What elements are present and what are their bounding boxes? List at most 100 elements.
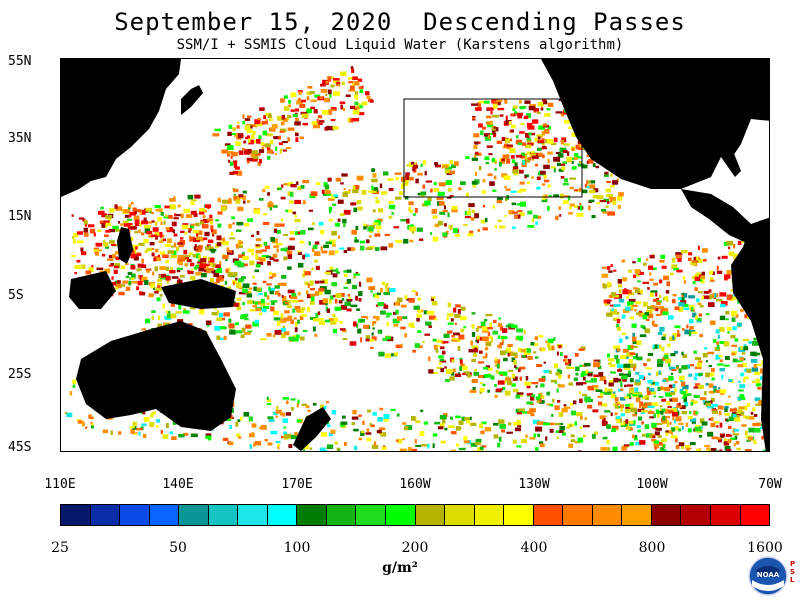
cloud-water-cell bbox=[563, 143, 570, 146]
cloud-water-cell bbox=[176, 270, 181, 273]
cloud-water-cell bbox=[182, 310, 190, 314]
cloud-water-cell bbox=[613, 403, 617, 406]
cloud-water-cell bbox=[629, 352, 636, 355]
cloud-water-cell bbox=[372, 173, 377, 178]
cloud-water-cell bbox=[372, 412, 377, 416]
cloud-water-cell bbox=[216, 310, 219, 315]
cloud-water-cell bbox=[168, 311, 171, 314]
cloud-water-cell bbox=[511, 159, 516, 164]
cloud-water-cell bbox=[655, 427, 662, 431]
cloud-water-cell bbox=[114, 287, 119, 290]
cloud-water-cell bbox=[526, 385, 531, 389]
cloud-water-cell bbox=[724, 407, 728, 412]
cloud-water-cell bbox=[507, 144, 513, 147]
cloud-water-cell bbox=[720, 435, 725, 438]
cloud-water-cell bbox=[604, 171, 609, 175]
cloud-water-cell bbox=[200, 258, 207, 263]
cloud-water-cell bbox=[435, 164, 441, 168]
cloud-water-cell bbox=[525, 133, 530, 138]
cloud-water-cell bbox=[244, 125, 251, 131]
cloud-water-cell bbox=[314, 241, 320, 245]
cloud-water-cell bbox=[252, 321, 259, 327]
cloud-water-cell bbox=[514, 365, 517, 369]
cloud-water-cell bbox=[134, 219, 140, 224]
cloud-water-cell bbox=[621, 446, 627, 451]
cloud-water-cell bbox=[287, 289, 295, 294]
colorbar-segment bbox=[740, 505, 770, 525]
cloud-water-cell bbox=[368, 286, 376, 290]
cloud-water-cell bbox=[222, 237, 225, 242]
cloud-water-cell bbox=[271, 273, 277, 278]
cloud-water-cell bbox=[517, 210, 523, 213]
cloud-water-cell bbox=[619, 289, 622, 294]
cloud-water-cell bbox=[194, 244, 197, 247]
cloud-water-cell bbox=[88, 224, 95, 228]
cloud-water-cell bbox=[753, 414, 758, 417]
cloud-water-cell bbox=[696, 298, 700, 303]
cloud-water-cell bbox=[117, 280, 121, 285]
cloud-water-cell bbox=[750, 351, 757, 356]
cloud-water-cell bbox=[549, 370, 552, 374]
cloud-water-cell bbox=[726, 326, 732, 331]
cloud-water-cell bbox=[769, 310, 770, 314]
cloud-water-cell bbox=[282, 296, 287, 301]
cloud-water-cell bbox=[542, 195, 546, 200]
cloud-water-cell bbox=[540, 170, 546, 175]
cloud-water-cell bbox=[608, 196, 615, 200]
cloud-water-cell bbox=[72, 384, 76, 388]
cloud-water-cell bbox=[207, 436, 212, 441]
cloud-water-cell bbox=[332, 313, 335, 317]
cloud-water-cell bbox=[338, 83, 341, 87]
cloud-water-cell bbox=[374, 233, 381, 237]
cloud-water-cell bbox=[444, 378, 450, 382]
cloud-water-cell bbox=[674, 387, 677, 393]
cloud-water-cell bbox=[107, 218, 112, 221]
cloud-water-cell bbox=[692, 281, 696, 285]
cloud-water-cell bbox=[420, 163, 423, 168]
cloud-water-cell bbox=[516, 445, 522, 448]
cloud-water-cell bbox=[269, 276, 274, 279]
cloud-water-cell bbox=[674, 381, 678, 384]
cloud-water-cell bbox=[608, 380, 615, 383]
cloud-water-cell bbox=[586, 180, 589, 184]
cloud-water-cell bbox=[157, 279, 163, 282]
cloud-water-cell bbox=[593, 376, 596, 380]
cloud-water-cell bbox=[660, 410, 664, 415]
cloud-water-cell bbox=[395, 176, 399, 181]
cloud-water-cell bbox=[753, 337, 760, 341]
cloud-water-cell bbox=[600, 391, 606, 395]
cloud-water-cell bbox=[730, 334, 736, 339]
cloud-water-cell bbox=[480, 321, 486, 327]
cloud-water-cell bbox=[632, 333, 635, 337]
cloud-water-cell bbox=[380, 287, 383, 293]
cloud-water-cell bbox=[450, 371, 455, 376]
cloud-water-cell bbox=[674, 419, 676, 424]
cloud-water-cell bbox=[693, 394, 700, 399]
cloud-water-cell bbox=[71, 254, 76, 258]
cloud-water-cell bbox=[508, 121, 512, 125]
cloud-water-cell bbox=[274, 290, 280, 295]
cloud-water-cell bbox=[353, 207, 358, 213]
cloud-water-cell bbox=[608, 270, 613, 273]
colorbar-segment bbox=[445, 505, 475, 525]
cloud-water-cell bbox=[622, 378, 627, 382]
cloud-water-cell bbox=[391, 212, 394, 215]
cloud-water-cell bbox=[494, 384, 497, 387]
cloud-water-cell bbox=[266, 302, 270, 305]
cloud-water-cell bbox=[287, 182, 294, 186]
cloud-water-cell bbox=[711, 436, 718, 440]
cloud-water-cell bbox=[520, 188, 527, 192]
cloud-water-cell bbox=[415, 420, 421, 424]
cloud-water-cell bbox=[430, 232, 433, 235]
cloud-water-cell bbox=[404, 295, 408, 300]
cloud-water-cell bbox=[477, 229, 481, 232]
cloud-water-cell bbox=[692, 309, 695, 312]
cloud-water-cell bbox=[283, 233, 289, 236]
cloud-water-cell bbox=[171, 276, 179, 279]
cloud-water-cell bbox=[242, 148, 246, 151]
cloud-water-cell bbox=[541, 183, 546, 186]
cloud-water-cell bbox=[260, 301, 266, 306]
cloud-water-cell bbox=[346, 279, 352, 284]
cloud-water-cell bbox=[214, 325, 221, 331]
cloud-water-cell bbox=[292, 211, 297, 215]
